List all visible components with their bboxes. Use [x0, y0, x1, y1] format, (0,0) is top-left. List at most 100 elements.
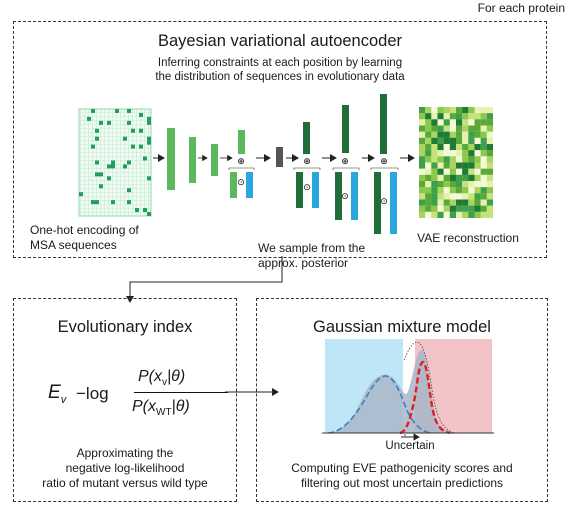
recon-cell: [486, 211, 493, 218]
recon-cell: [419, 174, 426, 181]
formula-numerator: P(xv|θ): [138, 368, 186, 389]
recon-cell: [431, 205, 438, 212]
recon-cell: [437, 150, 444, 157]
onehot-cell: [95, 136, 99, 141]
benign-gaussian-curve: [327, 375, 431, 434]
recon-cell: [443, 199, 450, 206]
onehot-cell: [99, 184, 103, 189]
recon-cell: [462, 205, 469, 212]
recon-cell: [437, 107, 444, 114]
onehot-cell: [127, 188, 131, 193]
recon-cell: [486, 131, 493, 138]
onehot-cell: [107, 120, 111, 125]
onehot-cell: [147, 140, 151, 145]
recon-cell: [486, 113, 493, 120]
one-hot-matrix: [78, 108, 152, 217]
connector-arrow: [126, 244, 283, 303]
recon-cell: [486, 137, 493, 144]
recon-cell: [437, 174, 444, 181]
recon-cell: [437, 162, 444, 169]
recon-cell: [437, 131, 444, 138]
recon-cell: [480, 125, 487, 132]
encoder-layer-1: [167, 128, 175, 190]
recon-cell: [468, 168, 475, 175]
recon-cell: [456, 205, 463, 212]
uncertain-label: Uncertain: [385, 440, 435, 452]
recon-cell: [449, 199, 456, 206]
onehot-cell: [139, 112, 143, 117]
recon-cell: [468, 144, 475, 151]
onehot-cell: [131, 144, 135, 149]
recon-cell: [474, 193, 481, 200]
recon-cell: [474, 162, 481, 169]
recon-cell: [431, 150, 438, 157]
recon-cell: [480, 205, 487, 212]
svg-text:⊙: ⊙: [237, 178, 245, 188]
recon-cell: [419, 150, 426, 157]
input-label-line1: One-hot encoding of: [30, 223, 139, 237]
recon-cell: [431, 181, 438, 188]
recon-cell: [425, 156, 432, 163]
recon-cell: [474, 144, 481, 151]
recon-cell: [474, 181, 481, 188]
onehot-cell: [139, 144, 143, 149]
recon-cell: [419, 193, 426, 200]
sigma-bar: [246, 172, 253, 198]
recon-cell: [449, 174, 456, 181]
recon-cell: [474, 205, 481, 212]
recon-cell: [474, 156, 481, 163]
recon-cell: [437, 193, 444, 200]
recon-cell: [462, 125, 469, 132]
recon-cell: [425, 113, 432, 120]
recon-cell: [456, 211, 463, 218]
recon-cell: [419, 205, 426, 212]
recon-cell: [456, 137, 463, 144]
svg-text:⊙: ⊙: [380, 197, 388, 207]
recon-cell: [474, 150, 481, 157]
recon-cell: [486, 107, 493, 114]
recon-cell: [419, 211, 426, 218]
decoder-block-3: ⊕ ⊙: [370, 94, 399, 234]
onehot-cell: [107, 176, 111, 181]
latent-encoder-block: ⊕ ⊙: [228, 130, 255, 198]
recon-cell: [443, 193, 450, 200]
svg-text:⊙: ⊙: [303, 183, 311, 193]
onehot-cell: [127, 120, 131, 125]
decoder-block-1: ⊕ ⊙: [293, 122, 321, 208]
recon-cell: [456, 150, 463, 157]
recon-cell: [419, 187, 426, 194]
recon-cell: [437, 181, 444, 188]
recon-cell: [486, 144, 493, 151]
recon-cell: [425, 144, 432, 151]
recon-cell: [449, 168, 456, 175]
recon-cell: [443, 125, 450, 132]
recon-cell: [474, 125, 481, 132]
recon-cell: [449, 211, 456, 218]
recon-cell: [437, 187, 444, 194]
onehot-cell: [135, 208, 139, 213]
recon-cell: [456, 181, 463, 188]
output-label: VAE reconstruction: [417, 231, 519, 245]
recon-cell: [425, 181, 432, 188]
onehot-cell: [147, 176, 151, 181]
gmm-caption-line1: Computing EVE pathogenicity scores and: [291, 461, 513, 475]
onehot-cell: [127, 109, 131, 113]
recon-cell: [425, 150, 432, 157]
recon-cell: [437, 144, 444, 151]
recon-cell: [456, 144, 463, 151]
recon-cell: [431, 107, 438, 114]
recon-cell: [480, 174, 487, 181]
sample-label-line2: approx. posterior: [258, 256, 349, 270]
recon-cell: [468, 211, 475, 218]
recon-cell: [449, 187, 456, 194]
recon-cell: [468, 113, 475, 120]
recon-cell: [431, 144, 438, 151]
vae-subtitle-line2: the distribution of sequences in evoluti…: [155, 71, 405, 83]
recon-cell: [419, 125, 426, 132]
recon-cell: [474, 211, 481, 218]
recon-cell: [456, 162, 463, 169]
evo-caption-line1: Approximating the: [76, 446, 174, 460]
recon-cell: [456, 174, 463, 181]
recon-cell: [443, 113, 450, 120]
recon-cell: [462, 174, 469, 181]
